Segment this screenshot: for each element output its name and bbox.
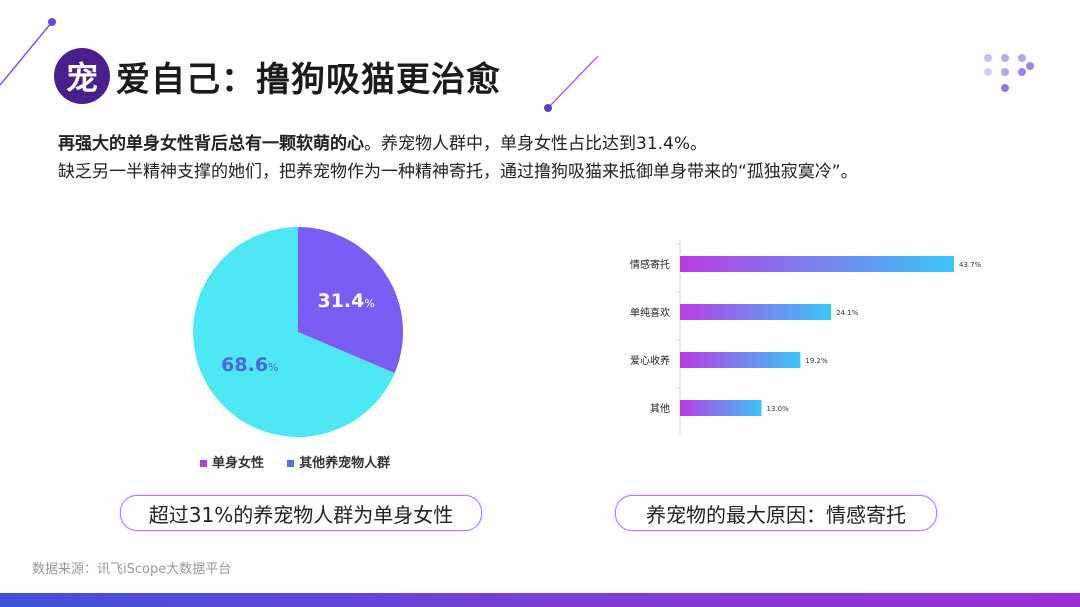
- callout-right: 养宠物的最大原因：情感寄托: [615, 495, 937, 531]
- bottom-gradient-bar: [0, 593, 1080, 607]
- subtitle: 再强大的单身女性背后总有一颗软萌的心。养宠物人群中，单身女性占比达到31.4%。…: [58, 130, 858, 186]
- subtitle-bold: 再强大的单身女性背后总有一颗软萌的心: [58, 134, 364, 154]
- pie-slice-0: [298, 227, 403, 374]
- bar-1: [680, 304, 832, 320]
- pie-slice-1: [193, 227, 395, 437]
- title-badge: 宠: [54, 48, 110, 104]
- bar-0: [680, 256, 954, 272]
- bar-3: [680, 400, 762, 416]
- legend-swatch-other: [287, 460, 295, 467]
- legend-swatch-single: [200, 460, 207, 467]
- data-source: 数据来源：讯飞iScope大数据平台: [32, 562, 232, 577]
- bar-chart: 情感寄托 43.7% 单纯喜欢 24.1% 爱心收养 19.2% 其他 13.0%: [630, 240, 982, 436]
- legend-label-other: 其他养宠物人群: [299, 456, 391, 471]
- page-title: 爱自己：撸狗吸猫更治愈: [116, 60, 501, 100]
- decor-dot-top-left: [48, 18, 56, 26]
- decor-line-title: [547, 55, 599, 109]
- legend-item-other: 其他养宠物人群: [287, 456, 390, 471]
- bar-category-label-0: 情感寄托: [630, 258, 670, 271]
- bar-value-label-2: 19.2%: [805, 357, 828, 365]
- pie-legend: 单身女性 其他养宠物人群: [200, 452, 390, 471]
- bar-value-label-3: 13.0%: [767, 405, 790, 413]
- bar-2: [680, 352, 801, 368]
- decor-line-top-left: [0, 21, 53, 86]
- decor-dot-title: [544, 104, 552, 112]
- bar-category-label-2: 爱心收养: [630, 354, 670, 367]
- pie-label-unit-1: %: [268, 361, 278, 374]
- legend-label-single: 单身女性: [212, 456, 265, 471]
- bar-value-label-1: 24.1%: [836, 309, 859, 317]
- pie-label-0: 31.4%: [317, 290, 374, 312]
- decor-dot-grid: [984, 54, 1034, 92]
- pie-label-unit-0: %: [364, 297, 374, 310]
- legend-item-single: 单身女性: [200, 456, 264, 471]
- subtitle-line-1-rest: 。养宠物人群中，单身女性占比达到31.4%。: [364, 134, 708, 154]
- bar-value-label-0: 43.7%: [959, 261, 982, 269]
- bar-category-label-1: 单纯喜欢: [630, 306, 670, 319]
- callout-left: 超过31%的养宠物人群为单身女性: [120, 495, 482, 531]
- subtitle-line-2: 缺乏另一半精神支撑的她们，把养宠物作为一种精神寄托，通过撸狗吸猫来抵御单身带来的…: [58, 162, 858, 182]
- bar-category-label-3: 其他: [650, 402, 670, 415]
- pie-label-1: 68.6%: [221, 354, 278, 376]
- pie-chart: 31.4% 68.6%: [193, 227, 403, 437]
- subtitle-line-1: 再强大的单身女性背后总有一颗软萌的心。养宠物人群中，单身女性占比达到31.4%。: [58, 130, 858, 158]
